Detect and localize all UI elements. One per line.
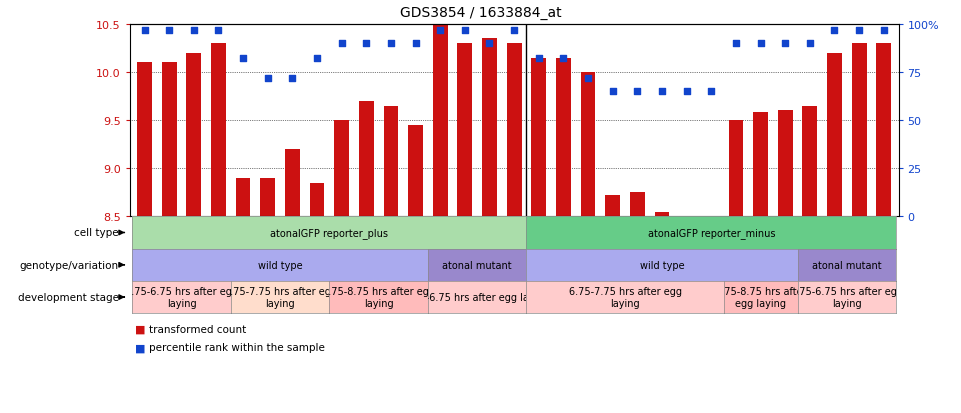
Bar <box>753 113 768 217</box>
Bar <box>580 73 596 217</box>
Text: wild type: wild type <box>258 260 303 270</box>
Point <box>703 89 719 95</box>
Point <box>481 41 497 47</box>
Bar <box>506 44 522 217</box>
Text: cell type: cell type <box>74 228 119 238</box>
Text: 7.75-8.75 hrs after egg
laying: 7.75-8.75 hrs after egg laying <box>322 287 435 308</box>
Text: development stage: development stage <box>17 292 119 302</box>
Text: 7.75-8.75 hrs after
egg laying: 7.75-8.75 hrs after egg laying <box>715 287 806 308</box>
Text: atonalGFP reporter_plus: atonalGFP reporter_plus <box>270 228 388 238</box>
Bar <box>137 63 152 217</box>
Bar <box>802 107 817 217</box>
Text: percentile rank within the sample: percentile rank within the sample <box>149 342 325 352</box>
Point <box>186 27 202 34</box>
Bar <box>605 196 620 217</box>
Text: wild type: wild type <box>640 260 684 270</box>
Bar <box>211 44 226 217</box>
Bar <box>161 63 177 217</box>
Point <box>506 27 522 34</box>
Point <box>235 56 251 63</box>
Bar <box>851 44 867 217</box>
Text: 5.75-6.75 hrs after egg
laying: 5.75-6.75 hrs after egg laying <box>125 287 238 308</box>
Point <box>284 75 300 82</box>
Bar <box>703 217 719 246</box>
Bar <box>186 54 201 217</box>
Bar <box>827 54 842 217</box>
Point <box>826 27 842 34</box>
Bar <box>630 193 645 217</box>
Bar <box>358 102 374 217</box>
Point <box>531 56 547 63</box>
Point <box>432 27 448 34</box>
Bar <box>383 107 398 217</box>
Text: 6.75-7.75 hrs after egg
laying: 6.75-7.75 hrs after egg laying <box>224 287 336 308</box>
Bar <box>654 212 670 217</box>
Text: genotype/variation: genotype/variation <box>19 260 119 270</box>
Bar <box>334 121 349 217</box>
Point <box>580 75 596 82</box>
Bar <box>482 39 497 217</box>
Point <box>678 89 694 95</box>
Text: 5.75-6.75 hrs after egg laying: 5.75-6.75 hrs after egg laying <box>405 292 550 302</box>
Text: GDS3854 / 1633884_at: GDS3854 / 1633884_at <box>400 6 561 20</box>
Bar <box>408 126 423 217</box>
Bar <box>457 44 472 217</box>
Point <box>161 27 177 34</box>
Point <box>136 27 152 34</box>
Point <box>605 89 621 95</box>
Point <box>728 41 744 47</box>
Text: atonalGFP reporter_minus: atonalGFP reporter_minus <box>648 228 775 238</box>
Bar <box>260 178 275 217</box>
Bar <box>728 121 743 217</box>
Point <box>309 56 325 63</box>
Bar <box>309 183 325 217</box>
Bar <box>235 178 251 217</box>
Point <box>260 75 276 82</box>
Point <box>629 89 645 95</box>
Bar <box>432 25 448 217</box>
Text: ■: ■ <box>135 342 145 352</box>
Bar <box>679 217 694 246</box>
Point <box>210 27 226 34</box>
Point <box>777 41 793 47</box>
Text: 6.75-7.75 hrs after egg
laying: 6.75-7.75 hrs after egg laying <box>569 287 681 308</box>
Text: transformed count: transformed count <box>149 324 246 334</box>
Text: 5.75-6.75 hrs after egg
laying: 5.75-6.75 hrs after egg laying <box>790 287 903 308</box>
Text: atonal mutant: atonal mutant <box>812 260 881 270</box>
Point <box>334 41 350 47</box>
Point <box>457 27 473 34</box>
Point <box>383 41 399 47</box>
Point <box>802 41 818 47</box>
Point <box>358 41 374 47</box>
Bar <box>556 58 571 217</box>
Point <box>555 56 571 63</box>
Bar <box>531 58 546 217</box>
Text: ■: ■ <box>135 324 145 334</box>
Bar <box>876 44 891 217</box>
Point <box>654 89 670 95</box>
Point <box>752 41 768 47</box>
Bar <box>285 150 300 217</box>
Bar <box>777 111 793 217</box>
Text: atonal mutant: atonal mutant <box>442 260 512 270</box>
Point <box>876 27 892 34</box>
Point <box>407 41 423 47</box>
Point <box>851 27 867 34</box>
